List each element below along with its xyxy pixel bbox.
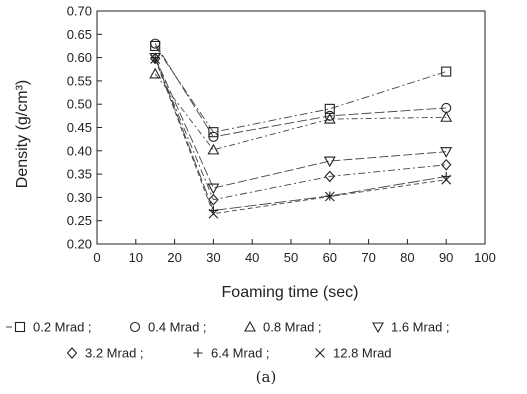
series-diamond [149,52,452,206]
legend-marker [193,348,203,358]
series-line [154,58,447,201]
legend-marker [129,321,141,333]
legend-item: 0.4 Mrad ; [129,320,207,335]
data-point [208,193,219,206]
series-line [154,57,447,189]
data-point [149,67,162,79]
legend-item: 1.6 Mrad ; [372,320,450,335]
y-tick-label: 0.40 [67,143,92,158]
series-square [150,40,452,138]
legend-item: 12.8 Mrad [315,346,392,361]
data-point [324,170,336,183]
data-point [207,143,220,155]
series-plus [150,53,451,215]
x-tick-label: 30 [206,250,220,265]
x-tick-label: 20 [167,250,181,265]
legend-marker [14,321,26,333]
legend-marker [244,320,256,332]
legend-label: 6.4 Mrad ; [211,346,270,361]
x-tick-label: 70 [361,250,375,265]
legend-label: 12.8 Mrad [333,346,392,361]
plot-area: 0 10 20 30 40 50 60 70 80 90 100 0.20 0.25 0.30 0.35 0.… [67,4,496,266]
series-triangle-down [149,53,453,195]
data-point [208,131,219,142]
data-point [324,110,335,121]
legend-marker [315,348,325,358]
x-tick-label: 40 [245,250,259,265]
data-point [150,54,161,64]
y-tick-label: 0.45 [67,120,92,135]
y-tick-label: 0.30 [67,190,92,205]
data-point [441,174,452,185]
x-tick-label: 100 [474,250,496,265]
legend-label: 0.2 Mrad ; [33,320,92,335]
x-tick-label: 90 [439,250,453,265]
series-line [154,45,447,133]
data-point [323,112,336,124]
x-tick-label: 60 [323,250,337,265]
data-point [440,158,452,171]
legend-item: 0.8 Mrad ; [244,320,322,335]
x-tick-label: 50 [284,250,298,265]
legend-item: 0.2 Mrad ; [6,320,92,335]
data-point [324,191,335,202]
data-point [441,66,452,77]
legend-label: 0.8 Mrad ; [263,320,322,335]
series-line [154,43,447,138]
series-circle [150,38,452,142]
y-tick-label: 0.20 [67,237,92,252]
y-tick-label: 0.50 [67,97,92,112]
data-point [323,156,336,168]
y-tick-label: 0.55 [67,73,92,88]
series-line [154,57,447,211]
data-point [150,40,161,52]
x-tick-label: 10 [129,250,143,265]
data-point [440,147,453,158]
series-layer [149,38,453,219]
series-line [154,58,447,215]
series-triangle-up [149,67,453,155]
data-point [150,53,160,63]
y-tick-label: 0.25 [67,213,92,228]
data-point [149,52,161,65]
y-tick-label: 0.65 [67,27,92,42]
figure-caption: (a) [256,368,277,386]
legend-marker [66,347,78,359]
legend-label: 1.6 Mrad ; [391,320,450,335]
y-tick-label: 0.60 [67,50,92,65]
y-tick-label: 0.35 [67,167,92,182]
x-axis-title: Foaming time (sec) [222,284,359,301]
legend-item: 3.2 Mrad ; [66,346,144,361]
series-x [150,54,452,219]
legend-label: 3.2 Mrad ; [85,346,144,361]
y-axis-title: Density (g/cm³) [14,80,31,188]
tick-layer: 0 10 20 30 40 50 60 70 80 90 100 0.20 0.25 0.30 0.35 0.… [67,4,496,266]
data-point [440,111,453,122]
x-tick-label: 0 [93,250,100,265]
data-point [207,183,220,195]
legend-label: 0.4 Mrad ; [148,320,207,335]
y-tick-label: 0.70 [67,4,92,19]
data-point [150,38,161,49]
series-line [154,73,447,151]
legend: 0.2 Mrad ; 0.4 Mrad ; 0.8 Mrad ; 1.6 Mrad ;… [6,320,450,361]
x-tick-label: 80 [400,250,414,265]
data-point [208,208,219,219]
legend-marker [372,322,384,334]
legend-item: 6.4 Mrad ; [193,346,270,361]
